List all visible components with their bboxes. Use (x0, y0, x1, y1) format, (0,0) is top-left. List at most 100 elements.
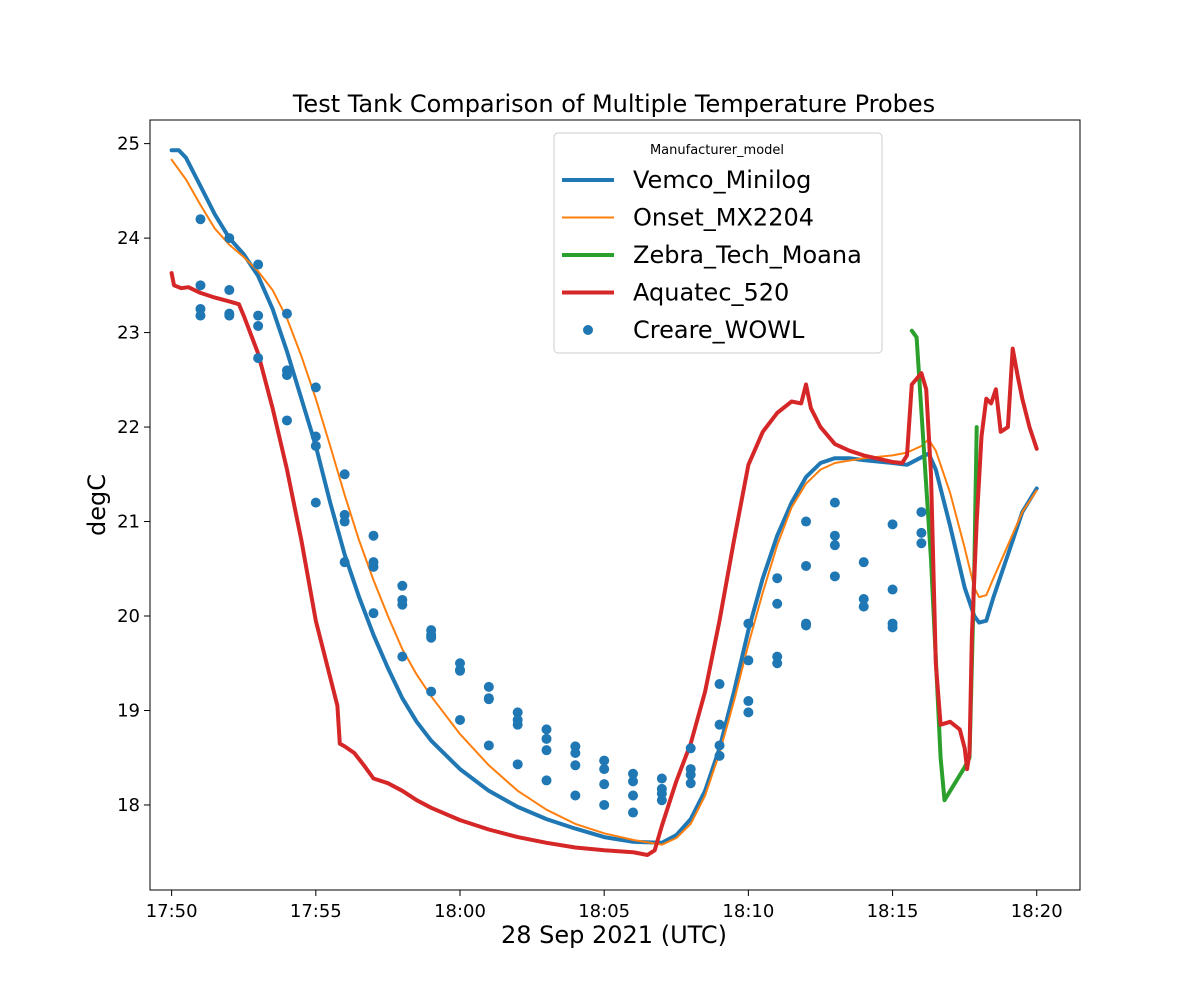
data-point (368, 608, 379, 619)
x-axis: 17:50 17:55 18:00 18:05 18:10 18:15 18:20 (146, 890, 1063, 922)
legend-marker (583, 325, 593, 335)
data-point (772, 598, 783, 609)
data-point (858, 557, 869, 568)
data-point (743, 696, 754, 707)
data-point (397, 651, 408, 662)
y-tick-label: 19 (117, 700, 140, 721)
legend-label: Creare_WOWL (633, 316, 805, 344)
data-point (743, 618, 754, 629)
data-point (858, 601, 869, 612)
data-point (858, 594, 869, 605)
data-point (195, 280, 206, 291)
data-point (887, 584, 898, 595)
legend: Manufacturer_model Vemco_Minilog Onset_MX… (553, 132, 883, 354)
plot-frame (149, 119, 1081, 891)
data-point (628, 790, 639, 801)
data-point (628, 776, 639, 787)
data-point (656, 795, 667, 806)
data-point (714, 719, 725, 730)
data-point (253, 310, 264, 321)
data-point (599, 799, 610, 810)
y-axis: 18 19 20 21 22 23 24 25 (117, 134, 150, 816)
x-tick-label: 18:05 (578, 901, 630, 922)
data-point (541, 733, 552, 744)
data-point (339, 516, 350, 527)
data-point (368, 530, 379, 541)
data-point (281, 308, 292, 319)
data-point (772, 658, 783, 669)
data-point (916, 538, 927, 549)
data-point (541, 724, 552, 735)
data-point (714, 679, 725, 690)
data-point (195, 214, 206, 225)
data-point (570, 760, 581, 771)
legend-entry-creare-wowl: Creare_WOWL (583, 316, 805, 344)
legend-entry-zebra-tech-moana: Zebra_Tech_Moana (562, 241, 862, 269)
data-point (426, 632, 437, 643)
y-tick-label: 18 (117, 795, 140, 816)
data-point (628, 768, 639, 779)
data-point (512, 707, 523, 718)
x-tick-label: 18:20 (1011, 901, 1063, 922)
data-point (253, 320, 264, 331)
data-point (599, 764, 610, 775)
y-tick-label: 24 (117, 228, 140, 249)
data-point (599, 755, 610, 766)
x-tick-label: 17:55 (290, 901, 342, 922)
x-axis-label: 28 Sep 2021 (UTC) (501, 921, 727, 949)
legend-title: Manufacturer_model (650, 143, 784, 158)
legend-box (553, 132, 883, 354)
x-tick-label: 17:50 (146, 901, 198, 922)
data-point (743, 655, 754, 666)
data-point (483, 681, 494, 692)
legend-label: Zebra_Tech_Moana (633, 241, 862, 269)
data-point (801, 516, 812, 527)
data-point (829, 497, 840, 508)
data-point (339, 469, 350, 480)
data-point (656, 773, 667, 784)
data-point (916, 527, 927, 538)
data-point (310, 440, 321, 451)
series-aquatec-520-line (169, 271, 1039, 857)
data-point (801, 620, 812, 631)
data-point (368, 561, 379, 572)
data-point (714, 740, 725, 751)
data-point (455, 665, 465, 676)
series-layer (169, 148, 1039, 857)
data-point (628, 807, 639, 818)
x-tick-label: 18:10 (722, 901, 774, 922)
data-point (829, 530, 840, 541)
x-tick-label: 18:00 (434, 901, 486, 922)
data-point (253, 353, 264, 364)
legend-label: Aquatec_520 (633, 279, 789, 307)
data-point (743, 707, 754, 718)
x-tick-label: 18:15 (867, 901, 919, 922)
data-point (483, 740, 494, 751)
y-tick-label: 21 (117, 512, 140, 533)
data-point (772, 573, 783, 584)
data-point (685, 778, 696, 789)
data-point (887, 519, 898, 530)
chart-title: Test Tank Comparison of Multiple Tempera… (292, 90, 935, 118)
data-point (916, 507, 927, 518)
data-point (397, 580, 408, 591)
y-axis-label: degC (83, 474, 111, 536)
series-vemco-minilog-line (169, 148, 1039, 845)
data-point (253, 259, 264, 270)
data-point (685, 743, 696, 754)
data-point (224, 233, 235, 244)
y-tick-label: 20 (117, 606, 140, 627)
y-tick-label: 23 (117, 323, 140, 344)
legend-entry-vemco-minilog: Vemco_Minilog (562, 166, 811, 194)
data-point (426, 686, 437, 697)
data-point (339, 557, 350, 568)
data-point (714, 750, 725, 761)
data-point (887, 622, 898, 633)
data-point (829, 571, 840, 582)
data-point (281, 370, 292, 381)
data-point (224, 285, 235, 296)
data-point (310, 382, 321, 393)
series-onset-mx2204-line (170, 158, 1038, 846)
data-point (599, 779, 610, 790)
